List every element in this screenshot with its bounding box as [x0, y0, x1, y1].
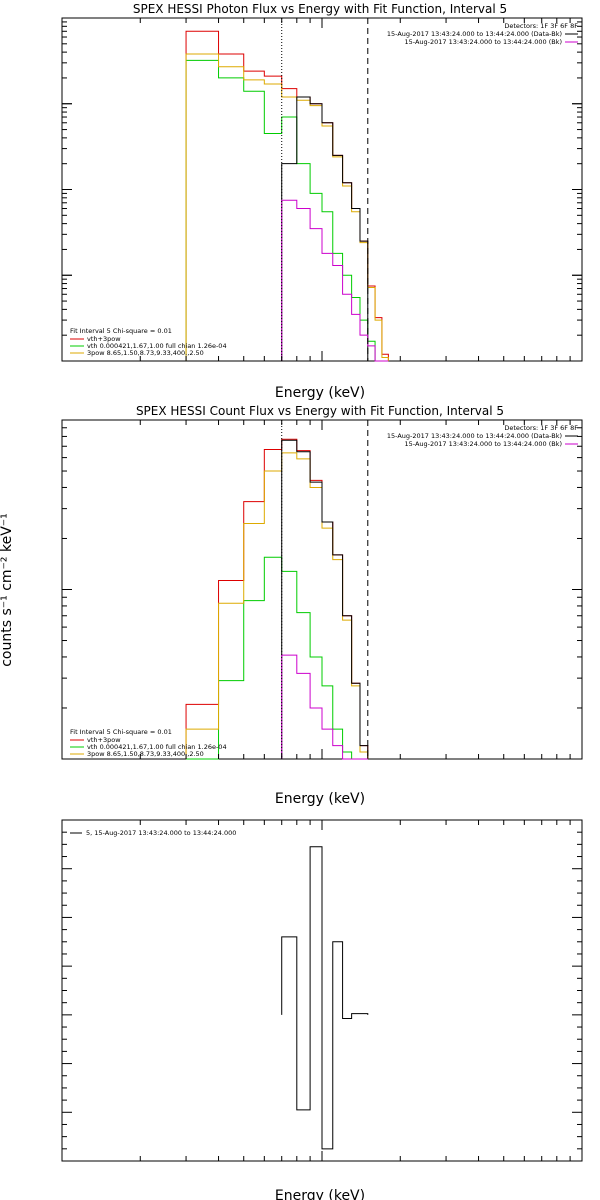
fit-legend-label: vth 0.000421,1.67,1.00 full chian 1.26e-… [87, 342, 227, 350]
legend-label: 15-Aug-2017 13:43:24.000 to 13:44:24.000… [387, 30, 562, 38]
series-layer [185, 30, 389, 362]
series-layer [185, 438, 369, 760]
fit-legend: Fit Interval 5 Chi-square = 0.01 vth+3po… [70, 728, 227, 758]
fit-legend: Fit Interval 5 Chi-square = 0.01 vth+3po… [70, 327, 227, 357]
legend-detectors: Detectors: 1F 3F 6F 8F [504, 424, 578, 432]
residual-panel: Energy (keV) 5, 15-Aug-2017 13:43:24.000… [61, 819, 583, 1200]
fit-legend-label: vth 0.000421,1.67,1.00 full chian 1.26e-… [87, 743, 227, 751]
series-bk-line [281, 199, 389, 362]
series-vth-line [186, 556, 368, 760]
axes [61, 17, 583, 362]
legend: Detectors: 1F 3F 6F 8F 15-Aug-2017 13:43… [387, 22, 578, 46]
x-axis-label: Energy (keV) [275, 1188, 365, 1200]
fit-legend-header: Fit Interval 5 Chi-square = 0.01 [70, 327, 172, 335]
chart-title: SPEX HESSI Photon Flux vs Energy with Fi… [133, 2, 507, 16]
fit-legend-label: vth+3pow [87, 736, 121, 744]
legend: 5, 15-Aug-2017 13:43:24.000 to 13:44:24.… [70, 829, 236, 837]
legend-label: 15-Aug-2017 13:43:24.000 to 13:44:24.000… [387, 432, 562, 440]
legend-detectors: Detectors: 1F 3F 6F 8F [504, 22, 578, 30]
series-residual-line [281, 846, 369, 1150]
axes [61, 419, 583, 760]
count-flux-panel: SPEX HESSI Count Flux vs Energy with Fit… [0, 404, 583, 807]
legend-label: 15-Aug-2017 13:43:24.000 to 13:44:24.000… [405, 440, 562, 448]
chart-title: SPEX HESSI Count Flux vs Energy with Fit… [136, 404, 504, 418]
series-3pow-line [185, 53, 389, 361]
series-bk-line [281, 654, 368, 760]
x-axis-label: Energy (keV) [275, 791, 365, 807]
photon-flux-panel: SPEX HESSI Photon Flux vs Energy with Fi… [61, 2, 583, 401]
reference-lines [281, 18, 369, 361]
fit-legend-header: Fit Interval 5 Chi-square = 0.01 [70, 728, 172, 736]
x-axis-label: Energy (keV) [275, 385, 365, 401]
series-data-bk-line [281, 439, 369, 759]
fit-legend-label: vth+3pow [87, 335, 121, 343]
y-axis-label: counts s⁻¹ cm⁻² keV⁻¹ [0, 513, 15, 667]
reference-lines [281, 420, 369, 759]
series-data-bk-line [281, 96, 369, 361]
legend: Detectors: 1F 3F 6F 8F 15-Aug-2017 13:43… [387, 424, 578, 448]
axes [61, 819, 583, 1162]
series-layer [281, 846, 369, 1150]
fit-legend-label: 3pow 8.65,1.50,8.73,9.33,400.,2.50 [87, 750, 204, 758]
legend-label: 15-Aug-2017 13:43:24.000 to 13:44:24.000… [405, 38, 562, 46]
fit-legend-label: 3pow 8.65,1.50,8.73,9.33,400.,2.50 [87, 349, 204, 357]
legend-label: 5, 15-Aug-2017 13:43:24.000 to 13:44:24.… [86, 829, 236, 837]
